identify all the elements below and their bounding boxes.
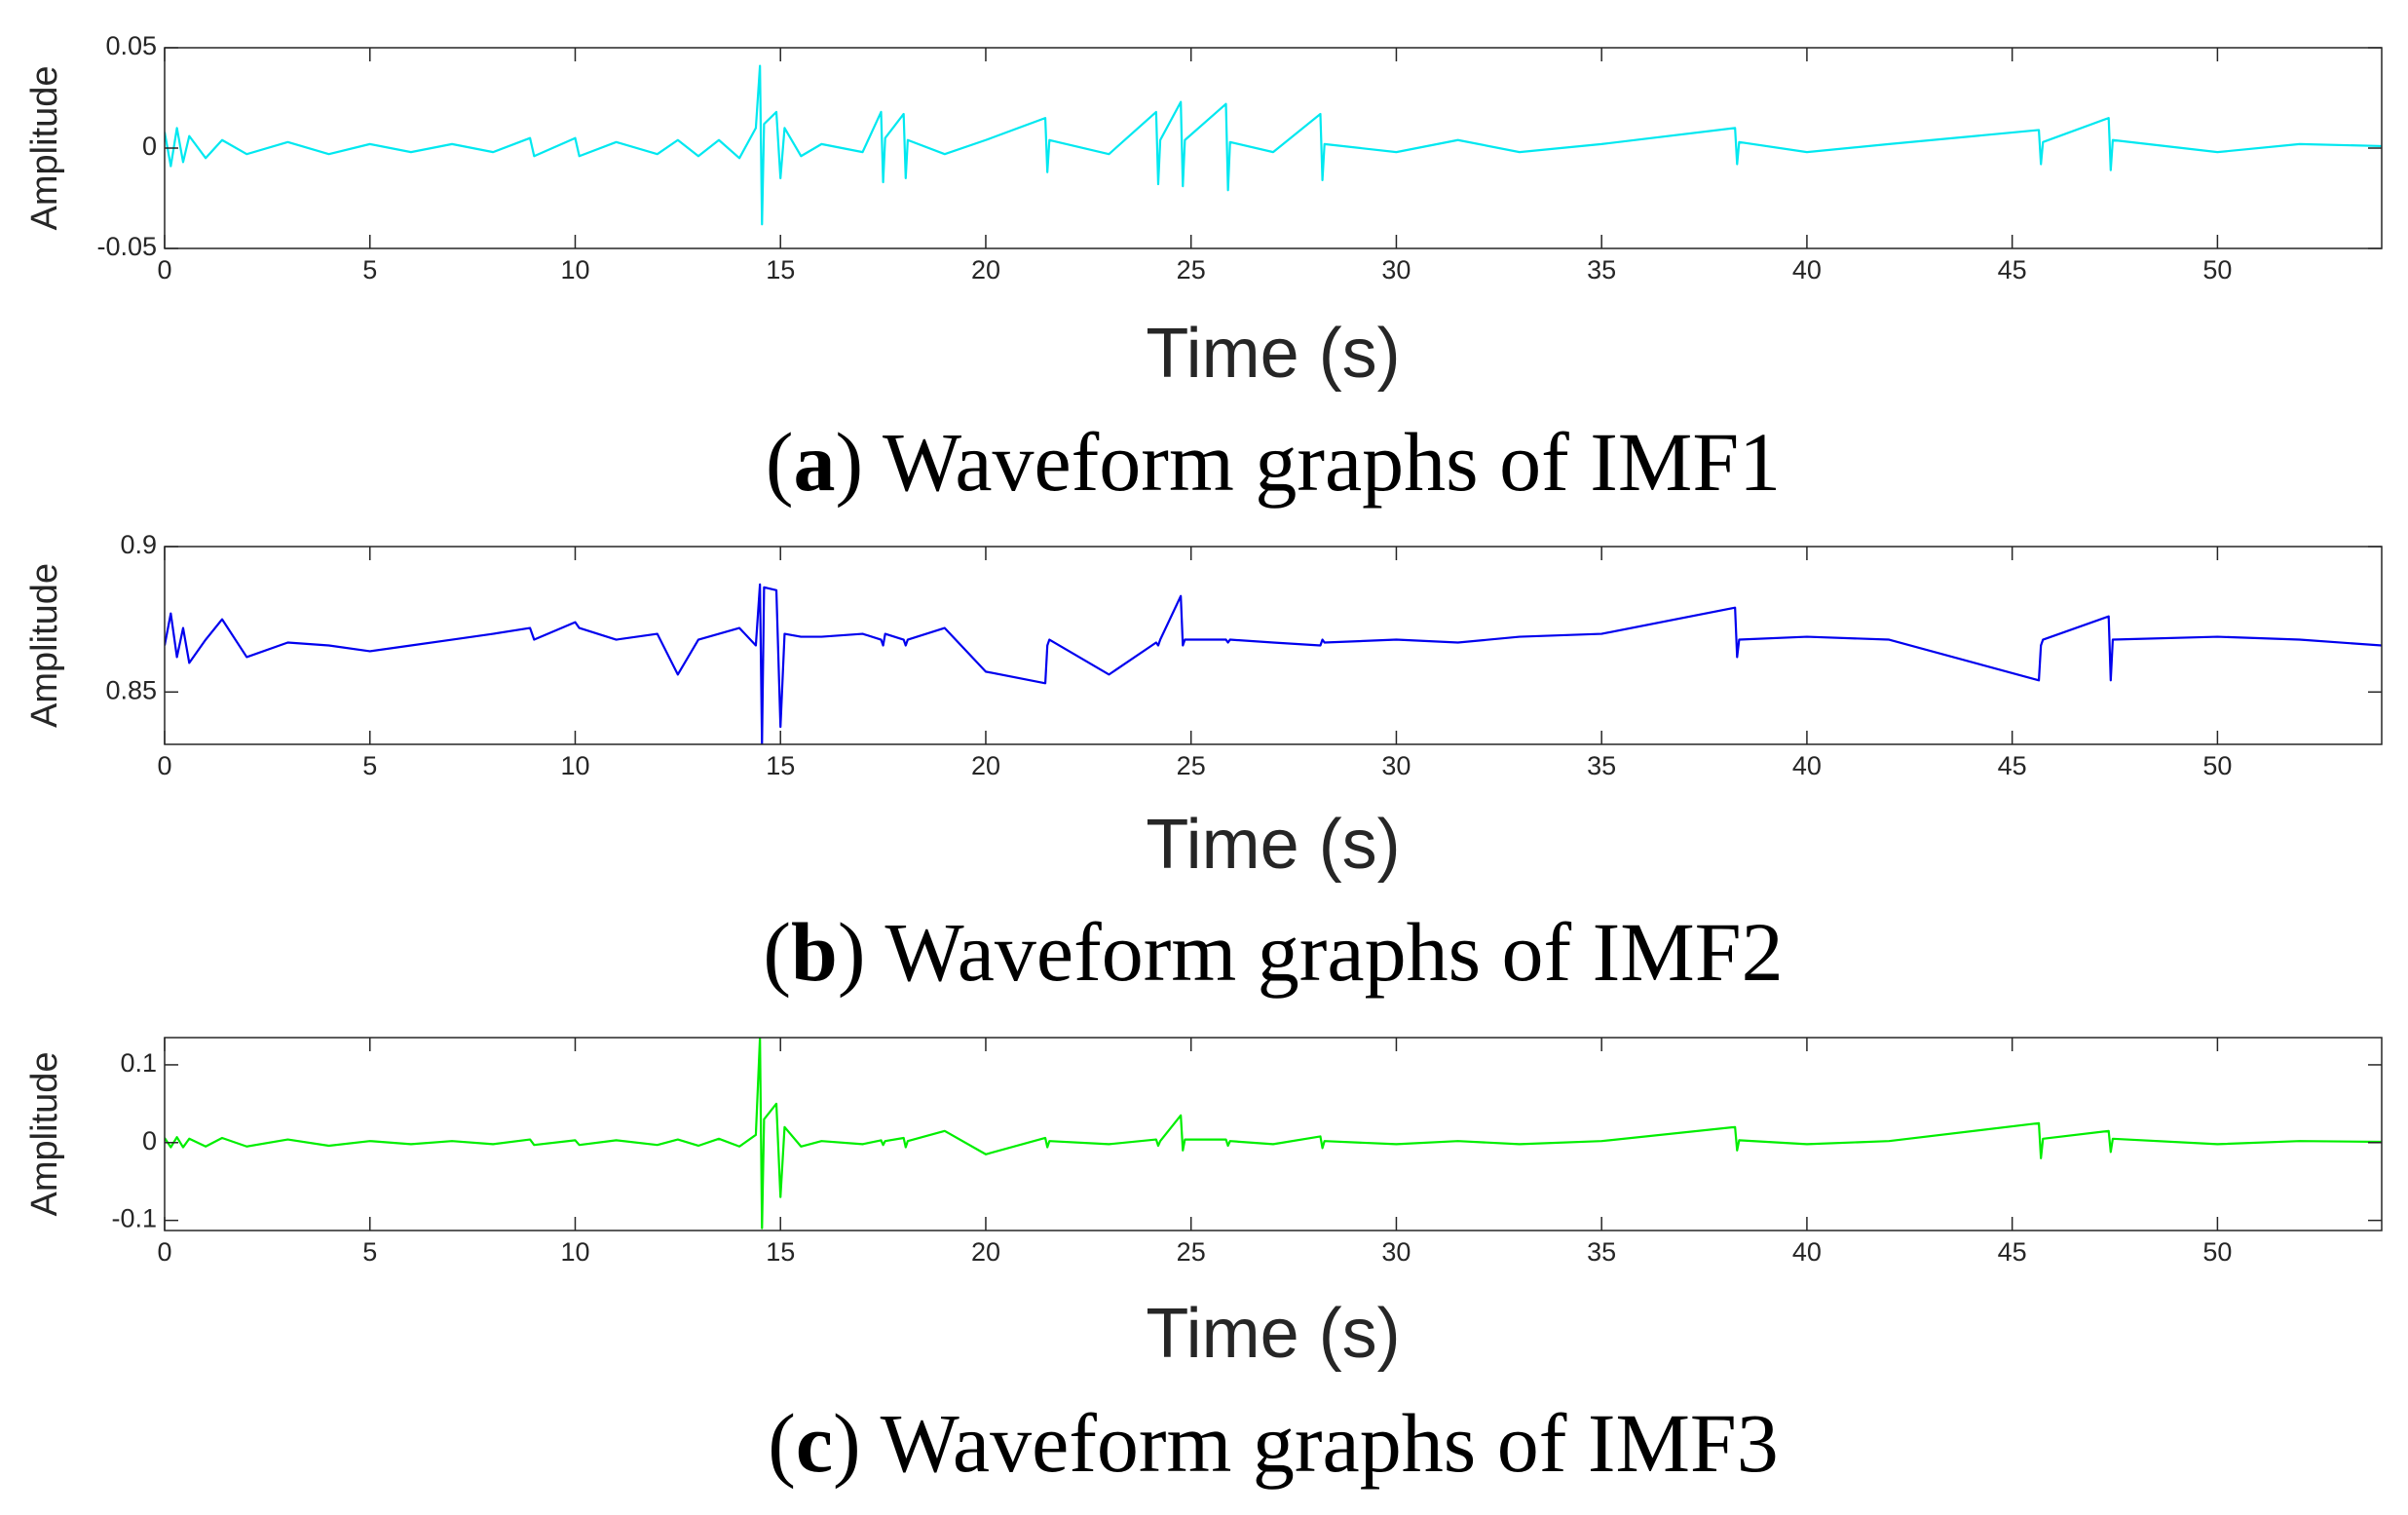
caption-part: ( [768, 1396, 796, 1490]
caption-part: c [796, 1396, 833, 1490]
x-tick-label: 45 [1998, 1237, 2027, 1267]
x-tick-label: 35 [1587, 1237, 1616, 1267]
waveform-line [165, 1038, 2382, 1230]
x-axis-label: Time (s) [1146, 806, 1400, 884]
x-tick-label: 20 [971, 255, 1000, 284]
x-tick-label: 10 [560, 1237, 589, 1267]
plot-layer [165, 1038, 2382, 1230]
plot-layer [165, 583, 2382, 744]
x-tick-label: 50 [2202, 255, 2232, 284]
y-axis-label: Amplitude [24, 563, 65, 728]
plot-layer [165, 64, 2382, 226]
caption-part: ) Waveform graphs of IMF1 [835, 415, 1781, 509]
x-tick-label: 15 [766, 1237, 795, 1267]
y-tick-label: -0.05 [96, 232, 157, 261]
caption-part: b [791, 905, 838, 999]
x-tick-label: 10 [560, 255, 589, 284]
waveform-line [165, 583, 2382, 744]
waveform-line [165, 64, 2382, 226]
caption: (a) Waveform graphs of IMF1 [766, 415, 1781, 509]
x-axis-label: Time (s) [1146, 1295, 1400, 1373]
x-tick-label: 50 [2202, 1237, 2232, 1267]
x-tick-label: 50 [2202, 751, 2232, 780]
caption: (b) Waveform graphs of IMF2 [763, 905, 1783, 999]
x-tick-label: 30 [1381, 255, 1411, 284]
caption-part: ) Waveform graphs of IMF2 [838, 905, 1784, 999]
plot-area [165, 48, 2382, 248]
x-tick-label: 5 [362, 255, 377, 284]
x-tick-label: 5 [362, 751, 377, 780]
plot-area [165, 1038, 2382, 1231]
y-tick-label: 0.85 [105, 675, 157, 704]
plot-area [165, 547, 2382, 744]
x-tick-label: 10 [560, 751, 589, 780]
caption: (c) Waveform graphs of IMF3 [768, 1396, 1779, 1490]
x-tick-label: 45 [1998, 255, 2027, 284]
x-tick-label: 30 [1381, 1237, 1411, 1267]
plot-frame [164, 1037, 2383, 1231]
plot-frame [164, 546, 2383, 745]
x-tick-label: 40 [1792, 751, 1822, 780]
x-tick-label: 0 [157, 751, 171, 780]
y-tick-label: -0.1 [111, 1204, 157, 1233]
y-axis-label: Amplitude [24, 1052, 65, 1217]
x-tick-label: 15 [766, 255, 795, 284]
caption-part: ) Waveform graphs of IMF3 [833, 1396, 1779, 1490]
x-tick-label: 20 [971, 1237, 1000, 1267]
x-tick-label: 25 [1177, 1237, 1206, 1267]
x-tick-label: 25 [1177, 255, 1206, 284]
y-tick-label: 0 [142, 132, 157, 161]
x-tick-label: 45 [1998, 751, 2027, 780]
x-tick-label: 25 [1177, 751, 1206, 780]
y-tick-label: 0 [142, 1126, 157, 1155]
y-tick-label: 0.9 [120, 530, 157, 559]
x-tick-label: 0 [157, 255, 171, 284]
y-tick-label: 0.05 [105, 31, 157, 60]
y-axis-label: Amplitude [24, 66, 65, 231]
x-tick-label: 15 [766, 751, 795, 780]
x-tick-label: 5 [362, 1237, 377, 1267]
caption-part: ( [763, 905, 791, 999]
x-tick-label: 0 [157, 1237, 171, 1267]
x-tick-label: 40 [1792, 1237, 1822, 1267]
caption-part: ( [766, 415, 794, 509]
x-tick-label: 35 [1587, 751, 1616, 780]
x-tick-label: 35 [1587, 255, 1616, 284]
caption-part: a [793, 415, 835, 509]
x-tick-label: 30 [1381, 751, 1411, 780]
y-tick-label: 0.1 [120, 1048, 157, 1078]
x-axis-label: Time (s) [1146, 315, 1400, 393]
x-tick-label: 40 [1792, 255, 1822, 284]
x-tick-label: 20 [971, 751, 1000, 780]
